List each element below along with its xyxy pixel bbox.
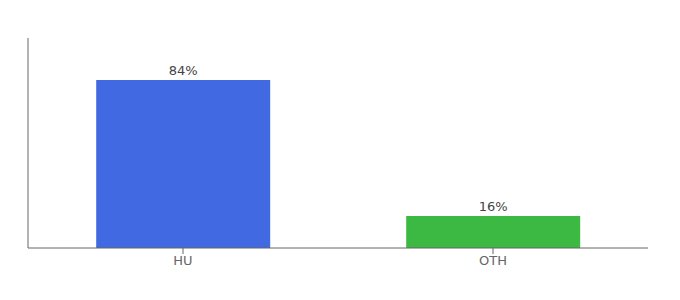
svg-text:84%: 84% [169, 63, 198, 78]
svg-text:HU: HU [173, 253, 192, 268]
svg-text:16%: 16% [479, 199, 508, 214]
svg-text:OTH: OTH [479, 253, 507, 268]
